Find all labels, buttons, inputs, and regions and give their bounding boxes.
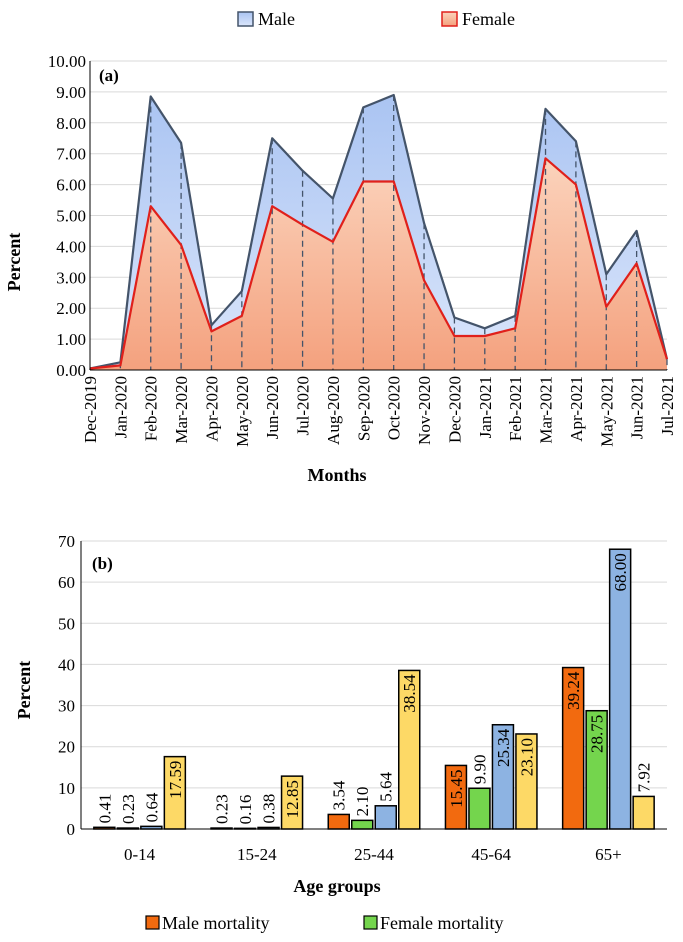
data-label: 39.24 (564, 671, 583, 710)
data-label: 28.75 (588, 715, 607, 753)
y-tick-label-a: 3.00 (56, 268, 86, 287)
data-label: 25.34 (494, 728, 513, 767)
x-tick-label-b: 15-24 (237, 845, 277, 864)
line-female (89, 157, 669, 370)
x-tick-label-b: 0-14 (124, 845, 156, 864)
y-tick-label-b: 30 (58, 697, 75, 716)
data-label: 0.23 (119, 794, 138, 824)
x-tick-label-a: Jun-2021 (628, 376, 647, 439)
legend-label-male-mortality: Male mortality (162, 913, 269, 933)
y-tick-label-b: 10 (58, 779, 75, 798)
data-label: 3.54 (330, 780, 349, 810)
area-female (90, 158, 667, 370)
x-axis-title-b: Age groups (293, 876, 380, 896)
x-tick-label-b: 45-64 (471, 845, 511, 864)
bar-25-44-s1 (327, 813, 350, 830)
panel-label-a: (a) (99, 66, 119, 85)
y-tick-label-a: 0.00 (56, 361, 86, 380)
y-tick-label-a: 8.00 (56, 114, 86, 133)
x-tick-label-a: Jul-2021 (658, 376, 677, 436)
x-tick-label-a: Jan-2021 (476, 376, 495, 438)
bar-45-64-s2 (468, 787, 491, 830)
legend-swatch-female-mortality (363, 915, 378, 930)
x-axis-title-a: Months (307, 465, 366, 485)
legend-swatch-female (441, 11, 458, 27)
y-tick-label-a: 9.00 (56, 83, 86, 102)
y-tick-label-b: 20 (58, 738, 75, 757)
x-tick-label-b: 65+ (595, 845, 622, 864)
data-label: 2.10 (353, 787, 372, 817)
data-label: 7.92 (635, 763, 654, 793)
line-male (89, 93, 669, 370)
y-tick-label-b: 70 (58, 532, 75, 551)
data-label: 12.85 (283, 780, 302, 818)
data-label: 23.10 (517, 738, 536, 776)
x-tick-label-a: Apr-2021 (567, 376, 586, 442)
y-tick-label-b: 40 (58, 655, 75, 674)
x-tick-label-a: Jan-2020 (111, 376, 130, 438)
x-tick-label-a: Jul-2020 (294, 376, 313, 436)
x-tick-label-a: Feb-2020 (142, 376, 161, 441)
data-label: 5.64 (377, 772, 396, 802)
x-tick-label-a: Mar-2021 (537, 376, 556, 444)
data-label: 9.90 (470, 755, 489, 785)
data-label: 0.41 (95, 794, 114, 824)
x-tick-label-a: Dec-2019 (81, 376, 100, 443)
bar-65+-s4 (632, 795, 655, 830)
y-tick-label-a: 7.00 (56, 145, 86, 164)
legend-a: Male Female (237, 9, 515, 29)
legend-label-male: Male (258, 9, 295, 29)
x-tick-label-a: Feb-2021 (506, 376, 525, 441)
y-axis-title-b: Percent (14, 661, 34, 720)
x-tick-label-a: May-2021 (597, 376, 616, 447)
data-label: 0.16 (236, 795, 255, 825)
x-tick-label-a: Oct-2020 (385, 376, 404, 440)
y-axis-title-a: Percent (4, 233, 24, 292)
legend-b: Male mortality Female mortality (145, 913, 503, 933)
legend-label-female-mortality: Female mortality (380, 913, 503, 933)
y-tick-label-b: 0 (67, 820, 76, 839)
legend-label-female: Female (462, 9, 515, 29)
data-label: 0.38 (260, 794, 279, 824)
y-tick-label-a: 6.00 (56, 176, 86, 195)
x-tick-label-a: Mar-2020 (172, 376, 191, 444)
legend-swatch-male (237, 11, 254, 27)
x-tick-label-a: Apr-2020 (202, 376, 221, 442)
data-label: 38.54 (400, 674, 419, 713)
chart-a: Male Female 0.00 1.00 2.00 3.00 4.00 5.00 6.00 7.… (4, 9, 677, 485)
y-tick-label-b: 50 (58, 614, 75, 633)
y-tick-label-a: 1.00 (56, 330, 86, 349)
x-tick-label-a: Dec-2020 (445, 376, 464, 443)
bar-25-44-s2 (351, 819, 374, 830)
y-tick-label-a: 4.00 (56, 237, 86, 256)
bar-25-44-s3 (374, 805, 397, 830)
x-tick-label-a: Sep-2020 (354, 376, 373, 441)
x-tick-label-a: Nov-2020 (415, 376, 434, 445)
data-label: 17.59 (166, 761, 185, 799)
data-label: 0.64 (142, 792, 161, 822)
y-tick-label-a: 5.00 (56, 207, 86, 226)
x-tick-label-a: Jun-2020 (263, 376, 282, 439)
y-tick-label-a: 10.00 (48, 52, 86, 71)
data-label: 0.23 (213, 794, 232, 824)
x-tick-label-a: Aug-2020 (324, 376, 343, 445)
y-tick-label-a: 2.00 (56, 299, 86, 318)
legend-swatch-male-mortality (145, 915, 160, 930)
data-label: 15.45 (447, 769, 466, 807)
panel-label-b: (b) (92, 554, 113, 573)
data-label: 68.00 (611, 553, 630, 591)
x-tick-label-b: 25-44 (354, 845, 394, 864)
x-tick-label-a: May-2020 (233, 376, 252, 447)
y-tick-label-b: 60 (58, 573, 75, 592)
